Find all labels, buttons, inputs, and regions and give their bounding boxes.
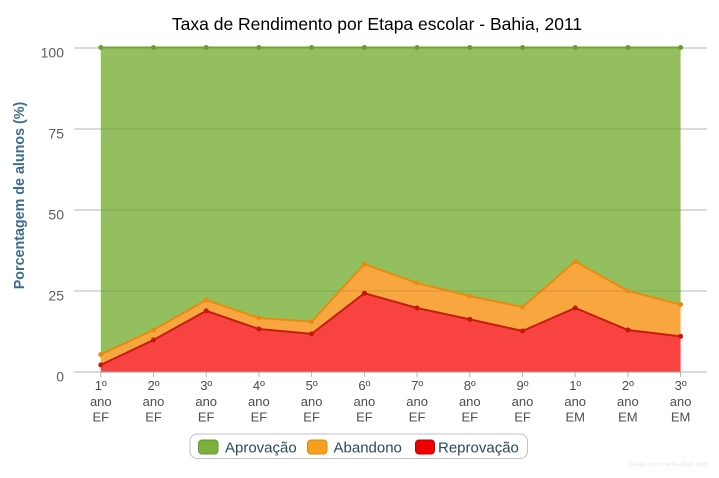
svg-text:ano: ano <box>564 394 586 409</box>
svg-text:Aprovação: Aprovação <box>225 439 297 456</box>
svg-text:ano: ano <box>512 394 534 409</box>
svg-text:25: 25 <box>48 287 64 303</box>
svg-text:2º: 2º <box>148 378 160 393</box>
svg-text:100: 100 <box>41 44 65 60</box>
svg-text:75: 75 <box>48 125 64 141</box>
svg-text:ano: ano <box>406 394 428 409</box>
svg-text:9º: 9º <box>517 378 529 393</box>
svg-text:ano: ano <box>248 394 270 409</box>
svg-text:criado com meta-chart.com: criado com meta-chart.com <box>629 461 708 468</box>
svg-text:Abandono: Abandono <box>334 439 402 456</box>
svg-text:Porcentagem de alunos (%): Porcentagem de alunos (%) <box>12 102 28 290</box>
svg-text:EM: EM <box>618 410 638 425</box>
svg-text:7º: 7º <box>411 378 423 393</box>
svg-text:EF: EF <box>198 410 215 425</box>
svg-text:ano: ano <box>90 394 112 409</box>
svg-text:Taxa de Rendimento por Etapa e: Taxa de Rendimento por Etapa escolar - B… <box>172 14 582 34</box>
svg-text:4º: 4º <box>253 378 265 393</box>
svg-text:5º: 5º <box>306 378 318 393</box>
svg-text:EM: EM <box>565 410 585 425</box>
svg-text:EF: EF <box>145 410 162 425</box>
svg-text:ano: ano <box>617 394 639 409</box>
svg-text:EF: EF <box>514 410 531 425</box>
svg-text:1º: 1º <box>569 378 581 393</box>
svg-text:ano: ano <box>670 394 692 409</box>
svg-text:EF: EF <box>409 410 426 425</box>
svg-text:EF: EF <box>303 410 320 425</box>
svg-text:8º: 8º <box>464 378 476 393</box>
svg-text:EF: EF <box>461 410 478 425</box>
svg-text:3º: 3º <box>200 378 212 393</box>
svg-text:EM: EM <box>671 410 691 425</box>
svg-text:ano: ano <box>301 394 323 409</box>
svg-text:ano: ano <box>195 394 217 409</box>
svg-text:1º: 1º <box>95 378 107 393</box>
svg-text:EF: EF <box>92 410 109 425</box>
svg-text:3º: 3º <box>675 378 687 393</box>
svg-text:Reprovação: Reprovação <box>438 439 519 456</box>
svg-text:50: 50 <box>48 206 64 222</box>
svg-text:0: 0 <box>56 368 64 384</box>
svg-text:ano: ano <box>143 394 165 409</box>
svg-text:6º: 6º <box>358 378 370 393</box>
svg-text:2º: 2º <box>622 378 634 393</box>
svg-text:EF: EF <box>356 410 373 425</box>
svg-text:EF: EF <box>251 410 268 425</box>
svg-text:ano: ano <box>354 394 376 409</box>
svg-text:ano: ano <box>459 394 481 409</box>
